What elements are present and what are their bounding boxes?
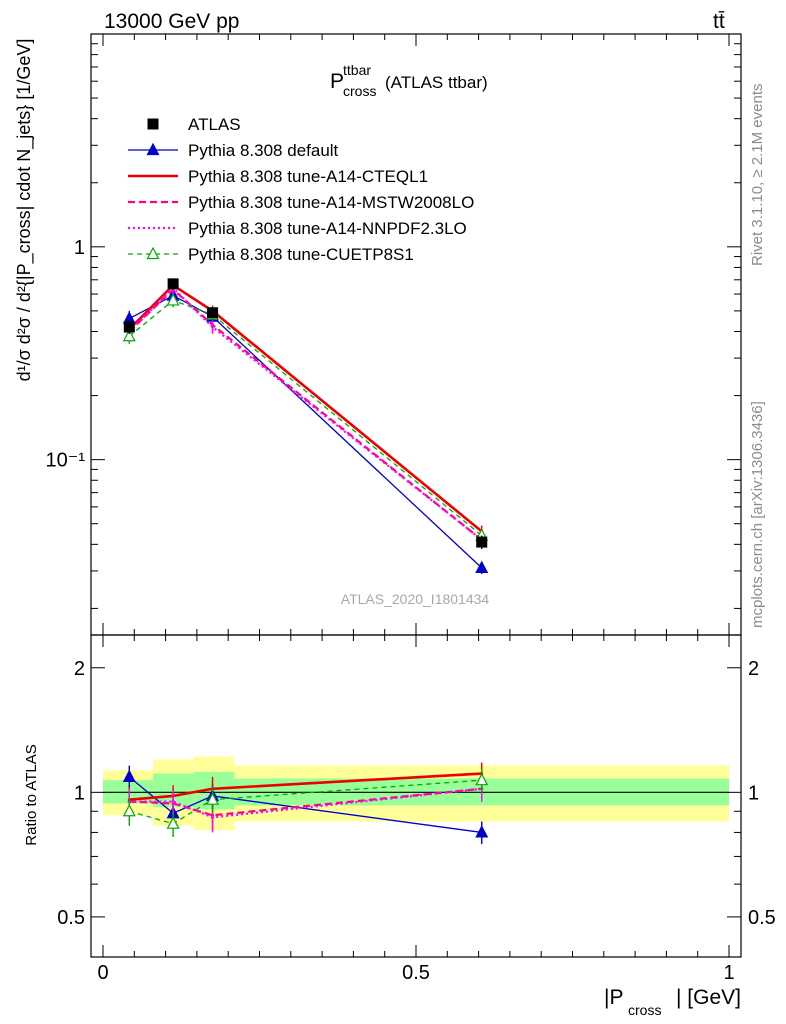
main-line-mstw (128, 288, 483, 541)
main-point-nnpdf (211, 325, 215, 329)
ratio-point-nnpdf (211, 815, 215, 819)
ratio-line-default (128, 776, 482, 834)
title-main: P (330, 70, 344, 93)
x-label-a: |P (604, 986, 623, 1009)
legend-marker-data (147, 118, 159, 130)
ratio-y-tick-label-right: 1 (748, 782, 759, 804)
legend-marker-cuetp8s1 (146, 246, 160, 260)
legend-marker-default (146, 142, 160, 156)
ratio-y-tick-label-right: 0.5 (748, 907, 776, 929)
main-plot-area (122, 278, 489, 575)
energy-label: 13000 GeV pp (104, 10, 239, 33)
title-sub: cross (343, 83, 376, 99)
data-point (207, 307, 219, 319)
main-line-default (128, 294, 483, 569)
main-point-cuetp8s1 (122, 328, 136, 342)
main-point-default (475, 560, 489, 574)
ratio-point-nnpdf (171, 800, 175, 804)
ratio-y-tick-label: 1 (74, 782, 85, 804)
main-axes: 1 10⁻¹ (46, 34, 741, 635)
title-sup: ttbar (343, 62, 371, 78)
ratio-y-axis-label: Ratio to ATLAS (23, 744, 40, 845)
x-tick-label: 0.5 (402, 962, 430, 984)
x-axis-label: |P cross | [GeV] (604, 986, 741, 1018)
x-tick-label: 0 (97, 962, 108, 984)
x-label-b: | [GeV] (676, 986, 741, 1009)
main-line-nnpdf (128, 286, 483, 541)
legend-label-cteql1: Pythia 8.308 tune-A14-CTEQL1 (188, 167, 428, 186)
ratio-point-cuetp8s1 (122, 803, 136, 817)
analysis-watermark: ATLAS_2020_I1801434 (341, 591, 490, 607)
rivet-version-label: Rivet 3.1.10, ≥ 2.1M events (749, 84, 766, 267)
ratio-plot-area (122, 762, 489, 845)
ratio-y-tick-label-right: 2 (748, 658, 759, 680)
ratio-point-cuetp8s1 (475, 772, 489, 786)
main-line-cuetp8s1 (128, 299, 483, 537)
main-y-tick-label: 1 (74, 237, 85, 259)
legend: ATLAS Pythia 8.308 default Pythia 8.308 tu… (128, 115, 474, 264)
plot-title: P ttbar cross (ATLAS ttbar) (330, 62, 488, 99)
ratio-point-cuetp8s1 (166, 816, 180, 829)
ratio-line-cuetp8s1 (129, 779, 482, 825)
ratio-y-tick-label: 0.5 (57, 907, 85, 929)
ratio-line-nnpdf (129, 787, 482, 819)
legend-label-default: Pythia 8.308 default (188, 141, 339, 160)
ratio-axes: 0 0.5 1 0.5 0.5 1 1 2 2 (57, 635, 776, 984)
ratio-point-default (122, 769, 136, 782)
ratio-y-tick-label: 2 (74, 658, 85, 680)
data-point (476, 536, 488, 548)
title-rest: (ATLAS ttbar) (385, 73, 488, 92)
ratio-point-default (475, 825, 489, 838)
x-label-sub: cross (628, 1002, 661, 1018)
legend-label-mstw: Pythia 8.308 tune-A14-MSTW2008LO (188, 193, 474, 212)
legend-label-nnpdf: Pythia 8.308 tune-A14-NNPDF2.3LO (188, 219, 467, 238)
legend-label-data: ATLAS (188, 115, 241, 134)
x-tick-label: 1 (723, 962, 734, 984)
process-label: tt̄ (713, 10, 725, 33)
ratio-uncertainty-bands (103, 756, 729, 831)
mcplots-label: mcplots.cern.ch [arXiv:1306.3436] (749, 401, 766, 628)
main-y-axis-label: d¹/σ d²σ / d²{|P_cross| cdot N_jets} [1/… (14, 39, 35, 382)
data-point (123, 321, 135, 333)
legend-label-cuetp8s1: Pythia 8.308 tune-CUETP8S1 (188, 245, 414, 264)
ratio-line-cteql1 (129, 772, 482, 801)
main-line-cteql1 (128, 283, 483, 533)
main-y-tick-label: 10⁻¹ (46, 450, 86, 472)
ratio-point-cuetp8s1 (206, 792, 220, 805)
main-point-cuetp8s1 (166, 293, 180, 306)
data-point (167, 278, 179, 290)
